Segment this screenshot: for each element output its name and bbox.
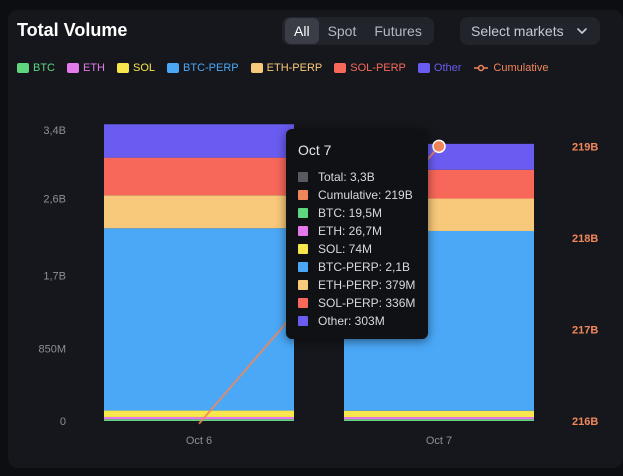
bar-segment-eth [344, 417, 534, 420]
chart-title: Total Volume [17, 20, 128, 40]
legend-item-cumulative[interactable]: Cumulative [473, 62, 548, 74]
tooltip-row: Other: 303M [298, 312, 415, 330]
bar-segment-btc-perp [104, 228, 294, 411]
tooltip-row: ETH: 26,7M [298, 222, 415, 240]
filter-spot-button[interactable]: Spot [327, 23, 357, 39]
legend-label: Cumulative [493, 62, 549, 74]
legend-label: SOL-PERP [350, 62, 406, 74]
tooltip-row-label: Other: 303M [318, 314, 385, 328]
y-right-tick-label: 217B [572, 324, 598, 336]
y-left-tick-label: 3,4B [43, 125, 66, 137]
tooltip-row: BTC: 19,5M [298, 204, 415, 222]
tooltip-swatch [298, 298, 308, 308]
tooltip-swatch [298, 244, 308, 254]
tooltip-title: Oct 7 [298, 142, 332, 158]
bar-segment-other [104, 124, 294, 158]
legend-swatch [250, 63, 263, 73]
y-left-tick-label: 2,6B [43, 193, 66, 205]
tooltip-row: BTC-PERP: 2,1B [298, 258, 415, 276]
legend-label: ETH-PERP [266, 62, 323, 74]
legend-item-eth[interactable]: ETH [67, 62, 105, 74]
tooltip-swatch [298, 208, 308, 218]
bar-segment-eth [104, 416, 294, 420]
legend-label: SOL [133, 62, 156, 74]
tooltip-row: ETH-PERP: 379M [298, 276, 415, 294]
legend-item-btc-perp[interactable]: BTC-PERP [167, 62, 239, 74]
tooltip-row-label: Cumulative: 219B [318, 188, 413, 202]
bar-segment-sol [104, 410, 294, 417]
tooltip-row-label: BTC-PERP: 2,1B [318, 260, 411, 274]
legend-label: ETH [83, 62, 105, 74]
tooltip-row-label: BTC: 19,5M [318, 206, 383, 220]
market-type-toggle: All Spot Futures [282, 17, 434, 45]
chevron-down-icon [577, 28, 587, 34]
legend-swatch [17, 63, 29, 73]
legend-item-sol-perp[interactable]: SOL-PERP [334, 62, 406, 74]
legend-item-other[interactable]: Other [417, 62, 462, 74]
legend-swatch [417, 63, 430, 73]
tooltip-swatch [298, 316, 308, 326]
tooltip-row-label: ETH-PERP: 379M [318, 278, 416, 292]
chart-legend: BTC ETH SOL BTC-PERP ETH-PERP SOL-PERP Other Cu… [17, 62, 560, 74]
tooltip-swatch [298, 280, 308, 290]
x-tick-label: Oct 6 [186, 435, 212, 447]
y-left-tick-label: 0 [60, 416, 66, 428]
legend-label: BTC [33, 62, 55, 74]
legend-label: Other [433, 62, 462, 74]
legend-swatch [117, 63, 129, 73]
y-left-tick-label: 850M [38, 343, 66, 355]
cumulative-point-active [432, 139, 446, 154]
filter-all-button[interactable]: All [285, 18, 319, 44]
tooltip-row: Cumulative: 219B [298, 186, 415, 204]
y-left-tick-label: 1,7B [43, 271, 66, 283]
tooltip-rows: Total: 3,3B Cumulative: 219B BTC: 19,5M ETH… [298, 168, 415, 330]
select-markets-dropdown[interactable]: Select markets [460, 17, 600, 45]
tooltip-row: SOL-PERP: 336M [298, 294, 415, 312]
tooltip-row: Total: 3,3B [298, 168, 415, 186]
bar-segment-btc [104, 419, 294, 421]
tooltip-swatch [298, 262, 308, 272]
y-right-tick-label: 218B [572, 233, 598, 245]
cumulative-line-swatch [474, 64, 489, 72]
tooltip-swatch [298, 190, 308, 200]
legend-swatch [334, 63, 347, 73]
legend-swatch [167, 63, 180, 73]
bar-segment-btc [344, 419, 534, 421]
bar-segment-sol-perp [104, 157, 294, 196]
tooltip-row-label: Total: 3,3B [318, 170, 375, 184]
legend-item-btc[interactable]: BTC [17, 62, 55, 74]
legend-label: BTC-PERP [183, 62, 239, 74]
legend-item-eth-perp[interactable]: ETH-PERP [250, 62, 323, 74]
tooltip-row-label: ETH: 26,7M [318, 224, 383, 238]
legend-item-sol[interactable]: SOL [117, 62, 155, 74]
select-markets-label: Select markets [471, 23, 564, 39]
tooltip-swatch [298, 226, 308, 236]
tooltip-swatch [298, 172, 308, 182]
tooltip-row: SOL: 74M [298, 240, 415, 258]
tooltip-row-label: SOL: 74M [318, 242, 373, 256]
y-right-tick-label: 216B [572, 416, 598, 428]
y-right-tick-label: 219B [572, 141, 598, 153]
chart-tooltip: Oct 7 Total: 3,3B Cumulative: 219B BTC: 19… [286, 129, 428, 339]
tooltip-row-label: SOL-PERP: 336M [318, 296, 416, 310]
x-tick-label: Oct 7 [426, 435, 452, 447]
legend-swatch [67, 63, 79, 73]
filter-futures-button[interactable]: Futures [374, 23, 422, 39]
bar-segment-eth-perp [104, 195, 294, 229]
bar-segment-sol [344, 410, 534, 418]
